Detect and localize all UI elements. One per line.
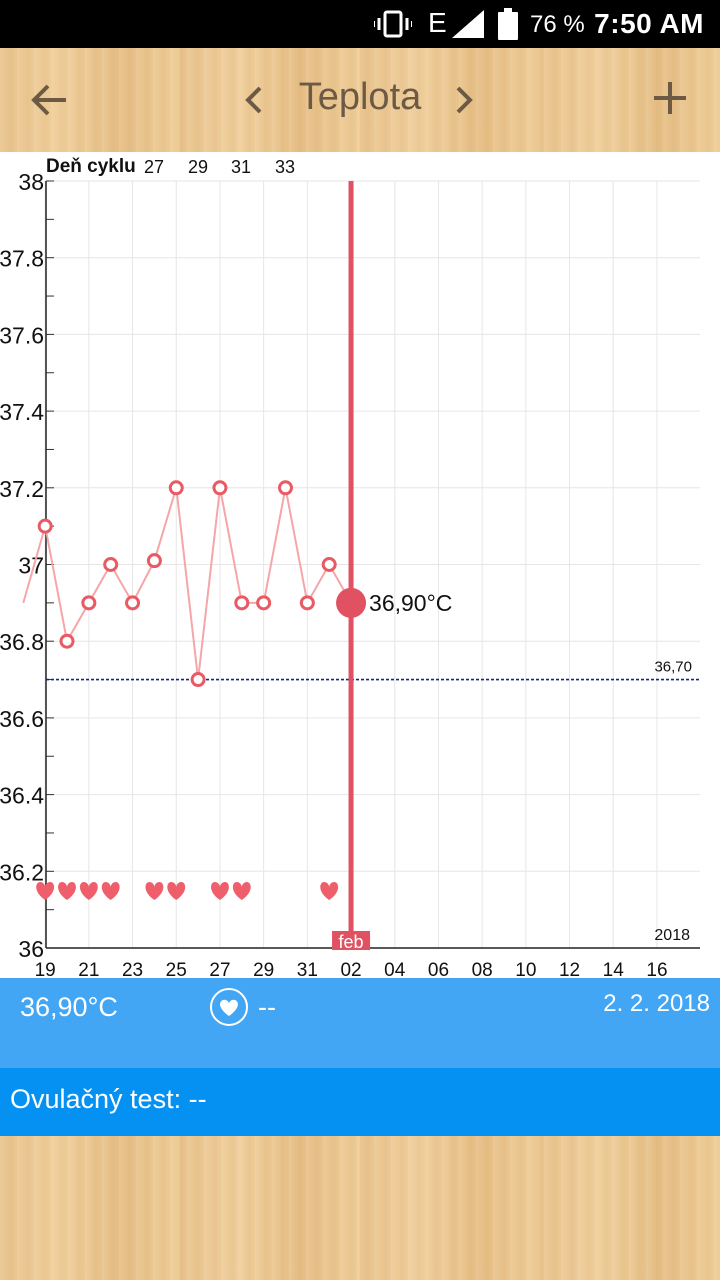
page-title: Teplota bbox=[298, 76, 422, 118]
temperature-point[interactable] bbox=[146, 553, 162, 569]
heart-icon bbox=[145, 882, 164, 900]
cycle-day-label: 31 bbox=[231, 157, 251, 177]
cycle-day-label: 29 bbox=[188, 157, 208, 177]
chart-svg[interactable]: 3837.837.637.437.23736.836.636.436.23619… bbox=[0, 152, 720, 978]
temperature-point[interactable] bbox=[299, 595, 315, 611]
x-tick-label: 08 bbox=[472, 960, 493, 978]
y-tick-label: 37.2 bbox=[0, 476, 44, 502]
x-tick-label: 19 bbox=[35, 960, 56, 978]
temperature-point[interactable] bbox=[59, 633, 75, 649]
heart-icon bbox=[36, 882, 55, 900]
temperature-point[interactable] bbox=[103, 557, 119, 572]
heart-icon bbox=[232, 882, 251, 900]
temperature-point[interactable] bbox=[125, 595, 141, 611]
heart-icon bbox=[211, 882, 229, 900]
temperature-point[interactable] bbox=[278, 480, 293, 496]
temperature-point[interactable] bbox=[168, 480, 184, 496]
cycle-day-label: 27 bbox=[144, 157, 164, 177]
network-type: E bbox=[428, 7, 447, 38]
y-tick-label: 36.8 bbox=[0, 629, 44, 655]
heart-icon bbox=[167, 882, 186, 900]
heart-circle-icon[interactable] bbox=[210, 988, 248, 1026]
chevron-right-icon[interactable] bbox=[452, 82, 478, 118]
chevron-left-icon[interactable] bbox=[240, 82, 266, 118]
signal-icon bbox=[452, 10, 484, 38]
ovulation-panel[interactable]: Ovulačný test: -- bbox=[0, 1068, 720, 1136]
y-tick-label: 37.4 bbox=[0, 399, 44, 425]
x-tick-label: 06 bbox=[428, 960, 449, 978]
temperature-point[interactable] bbox=[256, 595, 272, 611]
x-tick-label: 16 bbox=[646, 960, 667, 978]
selected-point-label: 36,90°C bbox=[369, 590, 452, 616]
cycle-day-label: 33 bbox=[275, 157, 295, 177]
ovulation-test: Ovulačný test: -- bbox=[10, 1084, 207, 1114]
battery-icon bbox=[498, 8, 518, 40]
temperature-point[interactable] bbox=[321, 557, 337, 572]
selected-date: 2. 2. 2018 bbox=[603, 990, 710, 1017]
coverline-label: 36,70 bbox=[654, 659, 692, 676]
year-label: 2018 bbox=[654, 927, 690, 944]
y-tick-label: 36.4 bbox=[0, 783, 44, 809]
y-tick-label: 38 bbox=[18, 169, 44, 195]
x-tick-label: 25 bbox=[166, 960, 187, 978]
month-badge bbox=[332, 931, 371, 950]
battery-percent: 76 % bbox=[530, 11, 585, 38]
temperature-chart[interactable]: 38 37.8 37.6 37.4 37.2 37 36.8 36.6 36.4 36.2 36 19… bbox=[0, 152, 720, 978]
temperature-point[interactable] bbox=[190, 672, 206, 688]
status-bar: E 76 % 7:50 AM bbox=[0, 0, 720, 48]
y-tick-label: 36.6 bbox=[0, 706, 44, 732]
plus-icon[interactable] bbox=[650, 78, 690, 118]
sex-value: -- bbox=[258, 992, 276, 1022]
x-tick-label: 02 bbox=[340, 960, 361, 978]
y-tick-label: 37.6 bbox=[0, 322, 44, 348]
back-arrow-icon[interactable] bbox=[30, 80, 70, 120]
temperature-point[interactable] bbox=[81, 595, 97, 611]
x-tick-label: 12 bbox=[559, 960, 580, 978]
vibrate-icon bbox=[374, 10, 412, 38]
y-tick-label: 36 bbox=[18, 936, 44, 962]
y-tick-label: 37.8 bbox=[0, 246, 44, 272]
temperature-line bbox=[22, 487, 352, 680]
cycle-day-header: Deň cyklu bbox=[46, 156, 136, 177]
info-panel[interactable]: 36,90°C -- 2. 2. 2018 bbox=[0, 978, 720, 1068]
x-tick-label: 29 bbox=[253, 960, 274, 978]
heart-icon bbox=[79, 882, 98, 900]
app-bar: Teplota bbox=[0, 48, 720, 154]
clock: 7:50 AM bbox=[594, 8, 704, 39]
temperature-point[interactable] bbox=[234, 595, 250, 611]
heart-icon bbox=[58, 882, 76, 900]
x-tick-label: 23 bbox=[122, 960, 143, 978]
x-tick-label: 21 bbox=[78, 960, 99, 978]
heart-icon bbox=[320, 882, 339, 900]
x-tick-label: 27 bbox=[209, 960, 230, 978]
x-tick-label: 14 bbox=[603, 960, 625, 978]
temperature-point[interactable] bbox=[212, 480, 228, 496]
y-tick-label: 36.2 bbox=[0, 859, 44, 885]
month-label: feb bbox=[339, 932, 364, 952]
x-tick-label: 04 bbox=[384, 960, 406, 978]
heart-icon bbox=[101, 882, 120, 900]
selected-temperature: 36,90°C bbox=[20, 992, 118, 1022]
temperature-point[interactable] bbox=[37, 518, 53, 534]
selected-point[interactable] bbox=[336, 587, 367, 618]
x-tick-label: 10 bbox=[515, 960, 536, 978]
x-tick-label: 31 bbox=[297, 960, 318, 978]
